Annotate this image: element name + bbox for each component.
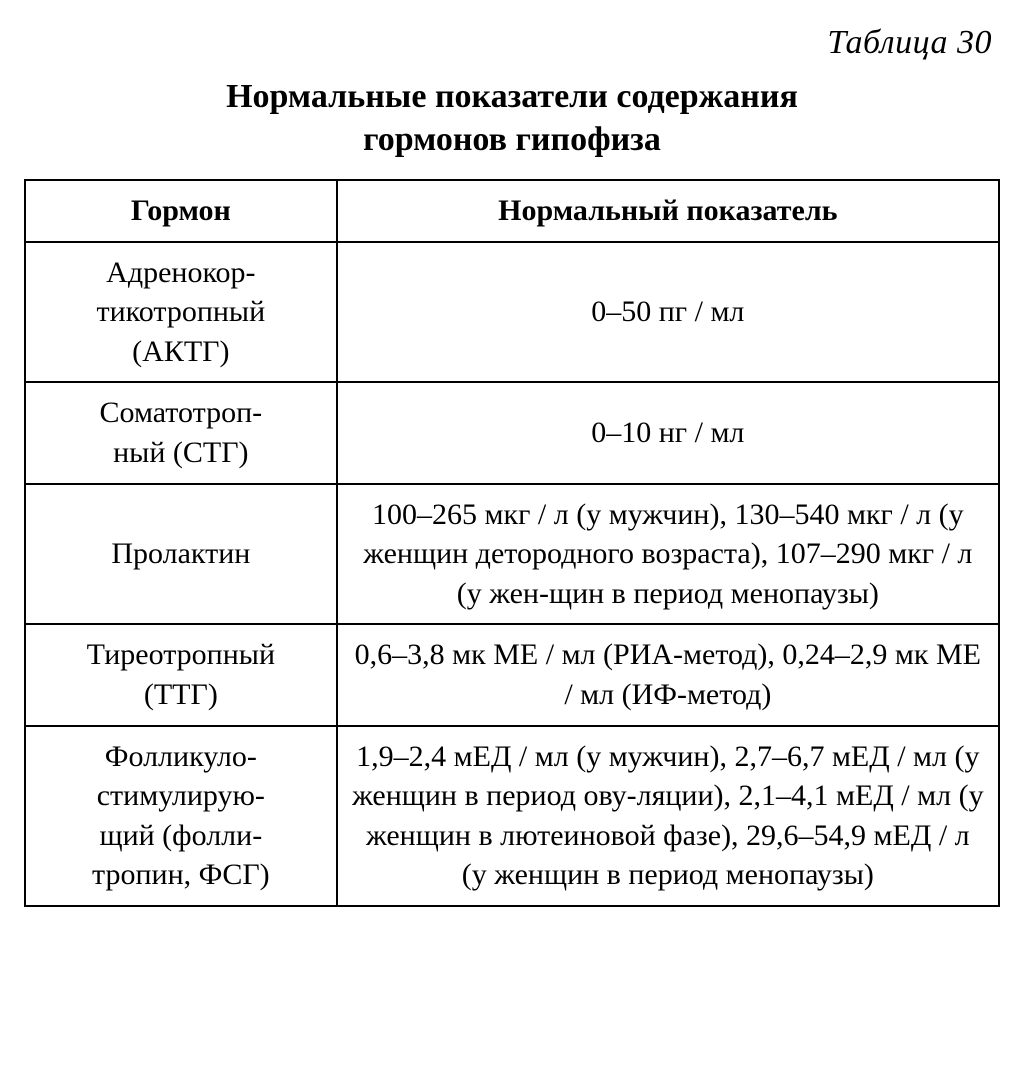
table-header-row: Гормон Нормальный показатель bbox=[25, 180, 999, 242]
cell-hormone: Адренокор-тикотропный(АКТГ) bbox=[25, 242, 337, 383]
hormone-table: Гормон Нормальный показатель Адренокор-т… bbox=[24, 179, 1000, 907]
table-number-label: Таблица 30 bbox=[24, 24, 992, 62]
title-line-1: Нормальные показатели содержания bbox=[226, 78, 798, 115]
cell-hormone: Пролактин bbox=[25, 484, 337, 625]
table-row: Соматотроп-ный (СТГ) 0–10 нг / мл bbox=[25, 382, 999, 483]
table-row: Тиреотропный(ТТГ) 0,6–3,8 мк МЕ / мл (РИ… bbox=[25, 624, 999, 725]
cell-hormone: Соматотроп-ный (СТГ) bbox=[25, 382, 337, 483]
cell-value: 100–265 мкг / л (у мужчин), 130–540 мкг … bbox=[337, 484, 999, 625]
header-value: Нормальный показатель bbox=[337, 180, 999, 242]
cell-value: 1,9–2,4 мЕД / мл (у мужчин), 2,7–6,7 мЕД… bbox=[337, 726, 999, 906]
table-title: Нормальные показатели содержания гормоно… bbox=[24, 76, 1000, 161]
table-row: Фолликуло-стимулирую-щий (фолли-тропин, … bbox=[25, 726, 999, 906]
cell-value: 0–50 пг / мл bbox=[337, 242, 999, 383]
header-hormone: Гормон bbox=[25, 180, 337, 242]
page: Таблица 30 Нормальные показатели содержа… bbox=[0, 0, 1024, 907]
cell-value: 0–10 нг / мл bbox=[337, 382, 999, 483]
title-line-2: гормонов гипофиза bbox=[363, 121, 661, 158]
table-row: Пролактин 100–265 мкг / л (у мужчин), 13… bbox=[25, 484, 999, 625]
cell-value: 0,6–3,8 мк МЕ / мл (РИА-метод), 0,24–2,9… bbox=[337, 624, 999, 725]
cell-hormone: Фолликуло-стимулирую-щий (фолли-тропин, … bbox=[25, 726, 337, 906]
table-row: Адренокор-тикотропный(АКТГ) 0–50 пг / мл bbox=[25, 242, 999, 383]
cell-hormone: Тиреотропный(ТТГ) bbox=[25, 624, 337, 725]
